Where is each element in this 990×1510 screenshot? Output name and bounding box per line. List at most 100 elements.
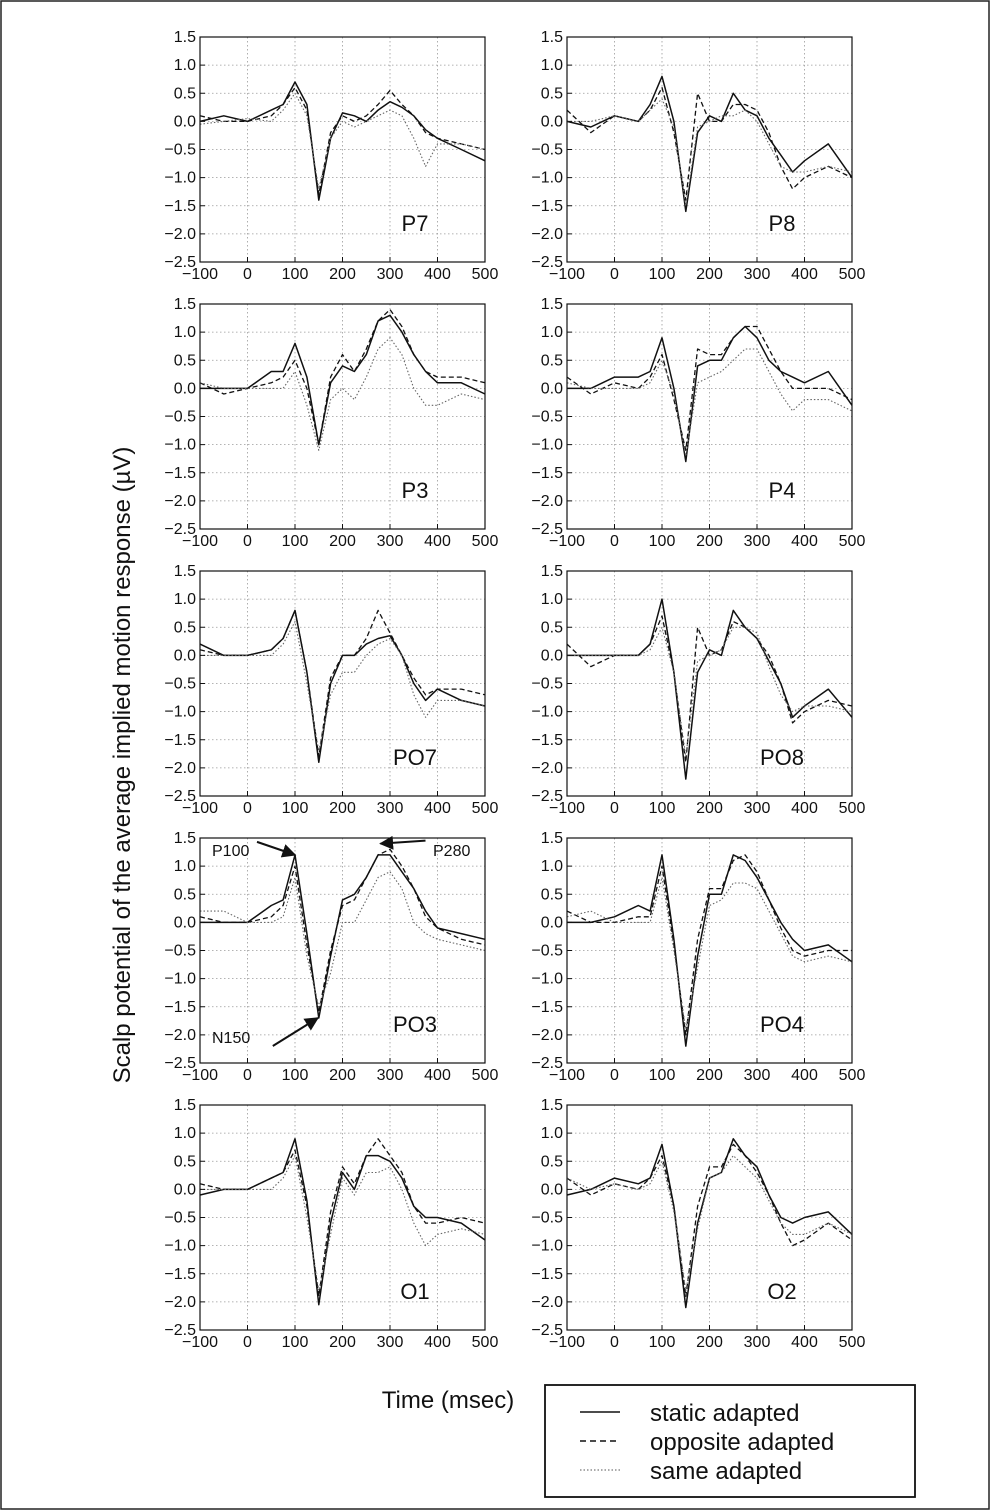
y-tick-label: 1.5 [541,29,563,46]
series-static-adapted [567,325,853,463]
x-axis-title: Time (msec) [382,1387,514,1414]
y-tick-label: 0.0 [541,914,563,931]
panel-label-po7: PO7 [393,745,437,770]
series-same-adapted [199,337,486,451]
y-tick-label: −1.5 [531,1266,563,1283]
x-tick-label: 500 [472,1067,499,1084]
series-opposite-adapted [566,1143,853,1297]
y-tick-label: 0.5 [174,886,196,903]
x-tick-label: −100 [182,1067,218,1084]
x-tick-label: 400 [424,266,451,283]
x-tick-label: 400 [424,800,451,817]
y-tick-label: 0.0 [174,914,196,931]
series-opposite-adapted [199,86,486,196]
y-tick-label: 0.5 [541,1153,563,1170]
x-tick-label: 0 [243,533,252,550]
y-tick-label: −2.5 [531,1322,563,1339]
y-tick-label: −1.5 [164,1266,196,1283]
series-same-adapted [200,1155,486,1292]
series-same-adapted [567,98,853,207]
x-tick-label: 0 [243,1067,252,1084]
y-tick-label: 0.0 [541,647,563,664]
x-tick-label: 200 [329,533,356,550]
x-tick-label: 500 [839,1067,866,1084]
y-tick-label: 1.5 [541,1097,563,1114]
x-tick-label: 0 [610,1067,619,1084]
y-tick-label: −1.5 [531,198,563,215]
panel-label-p8: P8 [769,211,796,236]
y-tick-label: −2.5 [164,521,196,538]
series-opposite-adapted [566,86,853,201]
y-tick-label: 1.0 [541,57,563,74]
series-same-adapted [200,621,486,752]
y-tick-label: 0.0 [541,1181,563,1198]
y-tick-label: 1.0 [541,1125,563,1142]
y-tick-label: 0.5 [541,352,563,369]
y-tick-label: −1.0 [531,437,563,454]
x-tick-label: 200 [696,1067,723,1084]
x-tick-label: −100 [549,1067,585,1084]
y-tick-label: −1.5 [164,999,196,1016]
x-tick-label: 300 [744,266,771,283]
series-static-adapted [566,75,853,213]
annotation-label-p280: P280 [433,843,470,860]
y-tick-label: −2.5 [164,1322,196,1339]
y-tick-label: 0.0 [174,113,196,130]
x-tick-label: 0 [243,1334,252,1351]
y-tick-label: −2.5 [164,788,196,805]
y-tick-label: 0.0 [174,647,196,664]
y-tick-label: 0.5 [174,85,196,102]
y-tick-label: 0.5 [174,1153,196,1170]
x-tick-label: −100 [182,533,218,550]
y-tick-label: −0.5 [531,1210,563,1227]
series-same-adapted [567,626,853,758]
series-same-adapted [566,348,853,457]
legend-label-same: same adapted [650,1458,802,1485]
x-tick-label: 200 [696,533,723,550]
y-tick-label: −2.0 [164,1294,196,1311]
y-tick-label: −2.0 [531,1027,563,1044]
x-tick-label: 400 [791,1067,818,1084]
x-tick-label: 100 [649,266,676,283]
panel-po4: 1.5 1.0 0.5 0.0 −0.5 −1.0 −1.5 −2.0 −2.5−100 0 100… [531,830,865,1084]
x-tick-label: 100 [649,1067,676,1084]
x-tick-label: 0 [610,800,619,817]
y-tick-label: 0.5 [174,352,196,369]
annotation-arrow-n150 [272,1017,319,1047]
panel-label-p4: P4 [769,478,796,503]
y-tick-label: −2.5 [164,254,196,271]
y-tick-label: −1.5 [164,732,196,749]
x-tick-label: −100 [549,800,585,817]
y-tick-label: −2.5 [531,521,563,538]
x-tick-label: 200 [329,800,356,817]
x-tick-label: 200 [696,266,723,283]
y-tick-label: −2.0 [164,760,196,777]
x-tick-label: 300 [744,800,771,817]
x-tick-label: 400 [424,1334,451,1351]
x-tick-label: 400 [791,1334,818,1351]
x-tick-label: 100 [282,1067,309,1084]
y-tick-label: 1.0 [174,858,196,875]
y-tick-label: 1.5 [174,1097,196,1114]
annotation-label-p100: P100 [212,843,249,860]
x-tick-label: 400 [791,800,818,817]
y-tick-label: 0.5 [541,886,563,903]
series-opposite-adapted [199,308,486,446]
x-tick-label: 0 [610,1334,619,1351]
series-same-adapted [566,1155,853,1292]
x-tick-label: −100 [182,1334,218,1351]
y-tick-label: −1.0 [164,170,196,187]
panels-group: 1.51.00.50.0−0.5−1.0−1.5−2.0−2.5−100 0 100… [164,29,865,1351]
panel-label-p7: P7 [402,211,429,236]
x-tick-label: 300 [744,1334,771,1351]
series-opposite-adapted [566,854,852,1036]
x-tick-label: 300 [744,1067,771,1084]
y-tick-label: 0.0 [541,380,563,397]
y-tick-label: −0.5 [164,142,196,159]
panel-po8: 1.5 1.0 0.5 0.0 −0.5 −1.0 −1.5 −2.0 −2.5−100 0 100… [531,563,865,817]
y-tick-label: 0.5 [174,619,196,636]
x-tick-label: 0 [243,800,252,817]
series-static-adapted [567,854,853,1047]
y-tick-label: 1.5 [174,296,196,313]
x-tick-label: 300 [377,1067,404,1084]
